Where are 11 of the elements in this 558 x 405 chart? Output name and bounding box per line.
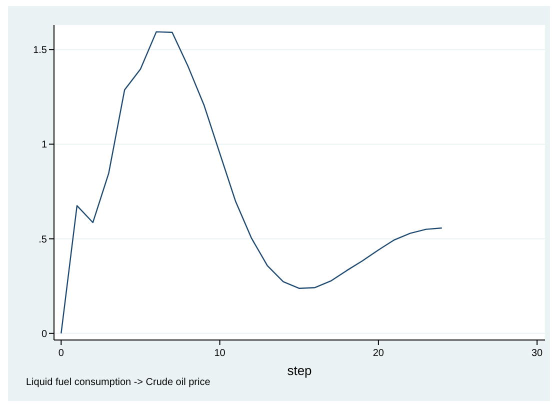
x-tick-label: 0 (58, 348, 64, 359)
y-tick-label: 1 (41, 140, 48, 151)
x-tick-label: 10 (214, 348, 226, 359)
y-tick-label: 1.5 (33, 45, 48, 56)
x-tick-label: 30 (532, 348, 544, 359)
y-tick-label: .5 (38, 234, 48, 246)
x-tick-label: 20 (372, 348, 384, 359)
text: Liquid fuel consumption -> Crude oil price (26, 377, 211, 388)
line-series (60, 31, 442, 334)
y-tick-label: 0 (41, 328, 48, 340)
x-axis-title: step (287, 363, 312, 378)
